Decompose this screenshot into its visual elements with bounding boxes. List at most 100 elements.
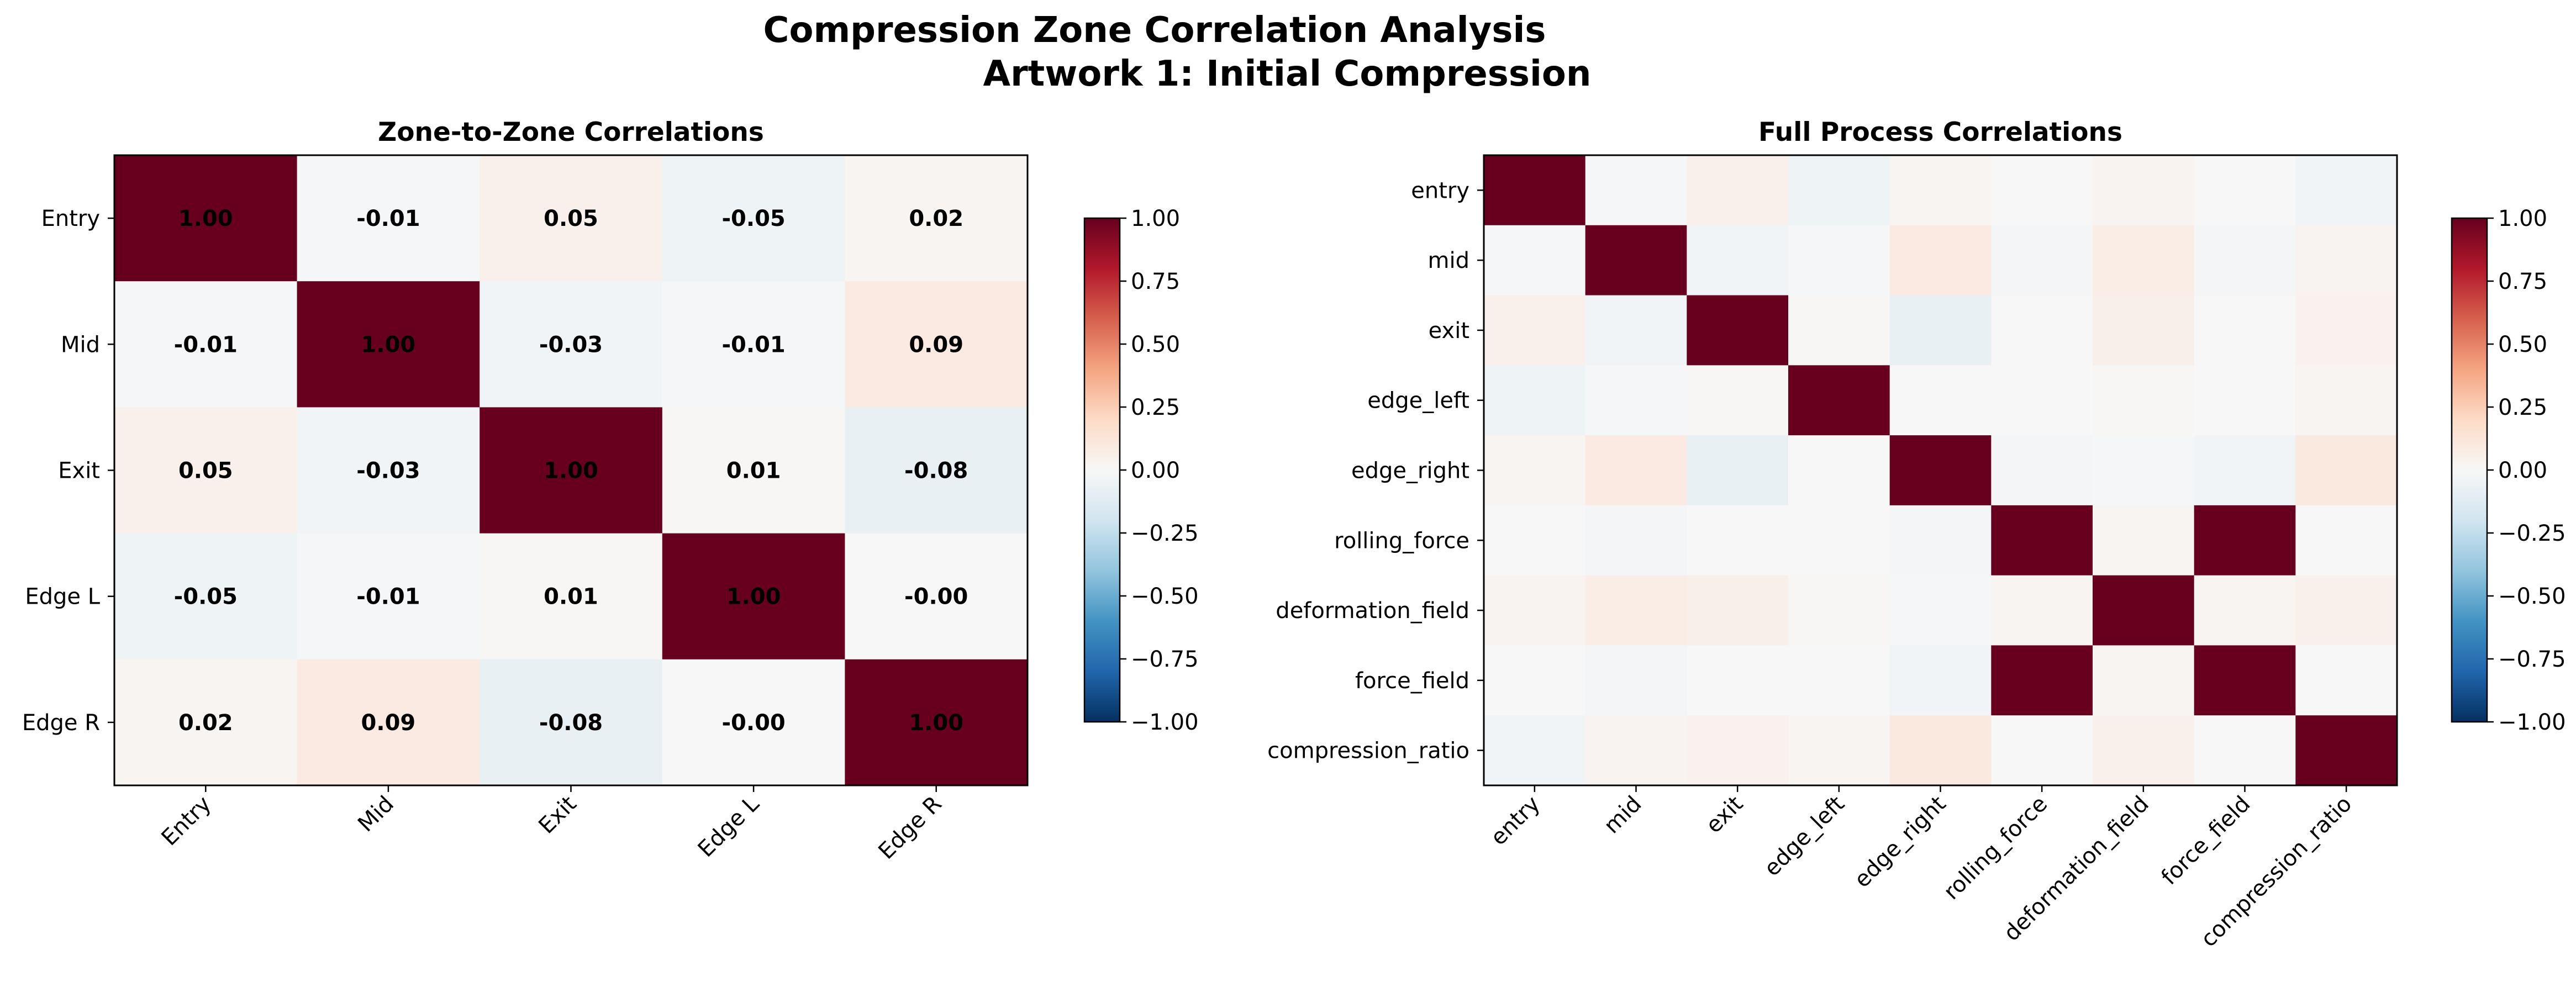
- heatmap-cell: [2093, 505, 2195, 576]
- heatmap-cell: [1788, 505, 1890, 576]
- y-tick-label: edge_left: [1367, 388, 1469, 414]
- heatmap-cell: [1687, 155, 1789, 226]
- heatmap-cell: [1991, 225, 2093, 296]
- heatmap-cell: [114, 155, 298, 282]
- heatmap-cell: [480, 281, 663, 408]
- colorbar-tick-label: −1.00: [1131, 710, 1199, 735]
- y-tick-label: Entry: [41, 206, 100, 231]
- heatmap-cell: [1991, 505, 2093, 576]
- cell-value-label: 1.00: [909, 710, 963, 736]
- heatmap-cell: [2093, 295, 2195, 366]
- heatmap-cell: [1991, 295, 2093, 366]
- cell-value-label: 1.00: [544, 458, 598, 484]
- heatmap-cell: [1788, 435, 1890, 506]
- figure-title-line1: Compression Zone Correlation Analysis: [763, 10, 1546, 51]
- heatmap-cell: [2295, 575, 2398, 646]
- heatmap-cell: [2295, 435, 2398, 506]
- heatmap-cell: [1484, 295, 1586, 366]
- heatmap-cell: [1889, 435, 1992, 506]
- heatmap-cell: [297, 533, 480, 660]
- cell-value-label: -0.00: [904, 584, 968, 610]
- y-tick-label: entry: [1411, 178, 1469, 203]
- x-tick-label: force_field: [2157, 791, 2256, 890]
- cell-value-label: 0.05: [544, 206, 598, 231]
- y-tick-label: force_field: [1355, 668, 1469, 694]
- x-tick-label: Edge R: [873, 791, 946, 864]
- heatmap-cell: [1484, 645, 1586, 716]
- colorbar-tick-label: −0.75: [1131, 647, 1199, 672]
- panel-title: Zone-to-Zone Correlations: [378, 117, 764, 147]
- heatmap-cell: [1585, 575, 1687, 646]
- heatmap-cell: [2295, 715, 2398, 786]
- full-process-heatmap: Full Process Correlationsentrymidexitedg…: [1267, 117, 2566, 952]
- heatmap-cell: [2194, 295, 2296, 366]
- heatmap-cell: [2194, 645, 2296, 716]
- heatmap-cell: [662, 407, 845, 534]
- cell-value-label: 0.09: [909, 332, 963, 357]
- y-tick-label: Edge R: [22, 710, 100, 736]
- heatmap-cell: [1484, 225, 1586, 296]
- heatmap-cell: [1687, 435, 1789, 506]
- cell-value-label: 1.00: [178, 206, 233, 231]
- colorbar-tick-label: 1.00: [2498, 206, 2547, 231]
- cell-value-label: 1.00: [361, 332, 416, 357]
- heatmap-cell: [2194, 155, 2296, 226]
- y-tick-label: deformation_field: [1276, 598, 1469, 624]
- heatmap-cell: [480, 155, 663, 282]
- heatmap-cell: [1889, 295, 1992, 366]
- heatmap-cell: [1484, 155, 1586, 226]
- heatmap-cell: [845, 281, 1028, 408]
- heatmap-cell: [1585, 505, 1687, 576]
- heatmap-cell: [1687, 645, 1789, 716]
- colorbar-tick-label: 0.50: [1131, 332, 1180, 357]
- figure-title-line2: Artwork 1: Initial Compression: [983, 54, 1592, 94]
- heatmap-cell: [2093, 575, 2195, 646]
- heatmap-cell: [845, 407, 1028, 534]
- y-tick-label: Exit: [58, 458, 100, 484]
- heatmap-cell: [1991, 645, 2093, 716]
- heatmap-cell: [1889, 715, 1992, 786]
- heatmap-cell: [114, 407, 298, 534]
- heatmap-cell: [1889, 155, 1992, 226]
- heatmap-cell: [480, 533, 663, 660]
- heatmap-cell: [1687, 505, 1789, 576]
- x-tick-label: rolling_force: [1939, 791, 2053, 905]
- heatmap-cell: [1585, 155, 1687, 226]
- x-tick-label: Edge L: [693, 791, 765, 862]
- heatmap-cell: [1687, 715, 1789, 786]
- cell-value-label: -0.01: [356, 584, 420, 610]
- x-tick-label: mid: [1599, 791, 1647, 839]
- x-tick-label: Mid: [353, 791, 399, 837]
- heatmap-cell: [1788, 715, 1890, 786]
- colorbar-tick-label: −1.00: [2498, 710, 2566, 735]
- y-tick-label: Mid: [61, 332, 100, 357]
- heatmap-cell: [1484, 365, 1586, 436]
- cell-value-label: 0.09: [361, 710, 416, 736]
- heatmap-cell: [2295, 505, 2398, 576]
- colorbar-tick-label: −0.25: [2498, 521, 2566, 546]
- heatmap-cell: [1788, 645, 1890, 716]
- colorbar-tick-label: 0.50: [2498, 332, 2547, 357]
- cell-value-label: 0.02: [178, 710, 233, 736]
- heatmap-cell: [1889, 505, 1992, 576]
- cell-value-label: -0.05: [174, 584, 238, 610]
- cell-value-label: -0.08: [904, 458, 968, 484]
- heatmap-cell: [1484, 575, 1586, 646]
- heatmap-cell: [2295, 365, 2398, 436]
- heatmap-cell: [1484, 435, 1586, 506]
- heatmap-cell: [2194, 715, 2296, 786]
- heatmap-cell: [2295, 295, 2398, 366]
- colorbar-tick-label: 0.75: [1131, 269, 1180, 294]
- heatmap-cell: [845, 659, 1028, 786]
- x-tick-label: exit: [1701, 791, 1748, 838]
- heatmap-cell: [1991, 365, 2093, 436]
- heatmap-cell: [2295, 155, 2398, 226]
- cell-value-label: 0.01: [544, 584, 598, 610]
- heatmap-cell: [297, 281, 480, 408]
- heatmap-cell: [1788, 295, 1890, 366]
- heatmap-cell: [2093, 155, 2195, 226]
- heatmap-cell: [2093, 365, 2195, 436]
- heatmap-cell: [2194, 435, 2296, 506]
- heatmap-cell: [1585, 715, 1687, 786]
